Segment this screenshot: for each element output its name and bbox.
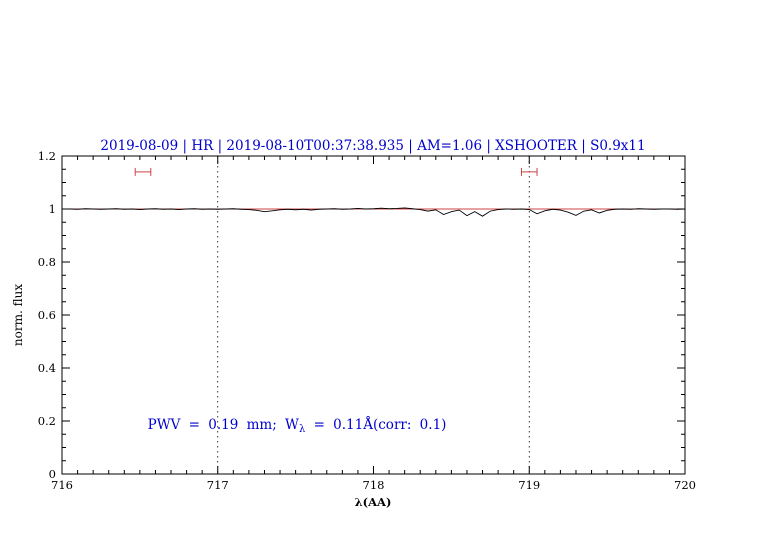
pwv-annotation: PWV = 0.19 mm; Wλ = 0.11Å(corr: 0.1): [148, 417, 447, 435]
x-tick-label: 716: [51, 478, 73, 492]
x-tick-label: 720: [674, 478, 696, 492]
y-tick-label: 0: [49, 467, 56, 481]
series-observed: [62, 207, 686, 217]
pwv-annotation-suffix: = 0.11Å(corr: 0.1): [305, 417, 446, 433]
pwv-annotation-prefix: PWV = 0.19 mm; W: [148, 417, 299, 433]
y-tick-label: 1: [49, 202, 56, 216]
y-axis-label: norm. flux: [11, 284, 25, 346]
x-tick-label: 719: [518, 478, 540, 492]
y-tick-label: 0.8: [38, 255, 56, 269]
y-tick-label: 0.2: [38, 414, 56, 428]
y-tick-label: 0.4: [38, 361, 56, 375]
x-tick-label: 718: [363, 478, 385, 492]
x-tick-label: 717: [207, 478, 229, 492]
y-tick-label: 1.2: [38, 149, 56, 163]
y-tick-label: 0.6: [38, 308, 56, 322]
x-axis-label: λ(AA): [355, 495, 392, 509]
plot-title: 2019-08-09 | HR | 2019-08-10T00:37:38.93…: [100, 138, 645, 154]
pwv-annotation-subscript: λ: [299, 424, 306, 435]
